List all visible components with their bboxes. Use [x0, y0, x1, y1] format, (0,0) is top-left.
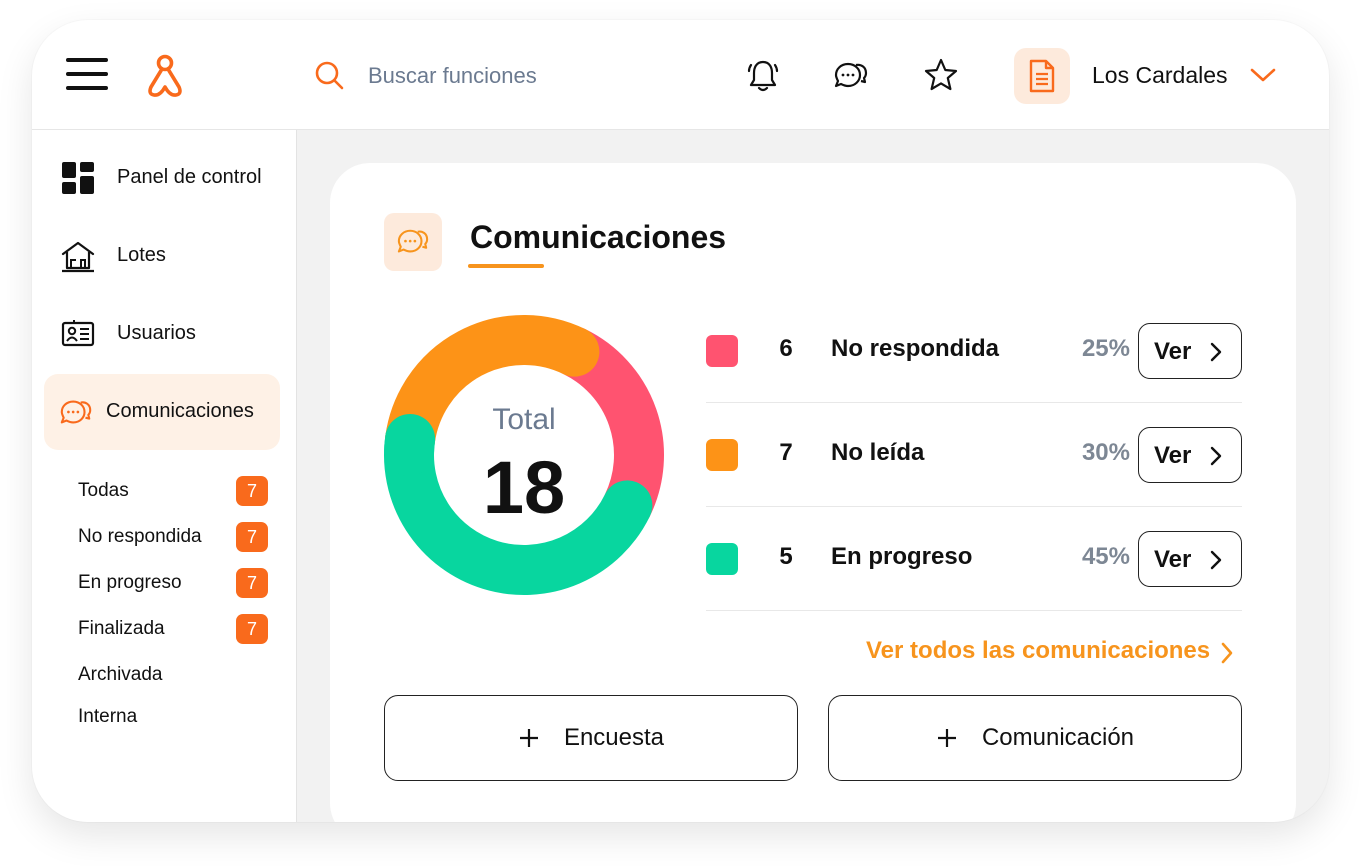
top-bar: Los Cardales — [32, 20, 1329, 130]
view-button-label: Ver — [1154, 338, 1192, 365]
sidebar-item-label: Lotes — [117, 244, 166, 266]
logo-icon — [148, 54, 182, 97]
chevron-right-icon — [1221, 642, 1233, 664]
app-window: Los Cardales Panel de control Lotes — [32, 20, 1329, 822]
add-survey-label: Encuesta — [563, 724, 665, 751]
card-title: Comunicaciones — [470, 219, 727, 255]
donut-segment-cap — [384, 413, 436, 476]
view-button-label: Ver — [1154, 546, 1192, 573]
view-button[interactable]: Ver — [1138, 323, 1242, 379]
view-button-label: Ver — [1154, 442, 1192, 469]
view-button[interactable]: Ver — [1138, 531, 1242, 587]
sidebar-subitem-en-progreso[interactable]: En progreso 7 — [78, 566, 274, 602]
sidebar-item-label: Usuarios — [117, 322, 196, 344]
chat-icon — [60, 400, 92, 424]
legend-percent: 25% — [1081, 335, 1130, 362]
donut-total-value: 18 — [482, 446, 566, 529]
legend-swatch — [706, 543, 738, 575]
document-icon — [1029, 59, 1055, 93]
legend-label: En progreso — [831, 543, 973, 570]
legend-count: 6 — [779, 335, 793, 362]
subitem-label: Todas — [78, 480, 129, 501]
sidebar-subitem-interna[interactable]: Interna — [78, 700, 274, 736]
sidebar-item-label: Comunicaciones — [106, 400, 254, 422]
donut-total-label: Total — [492, 403, 556, 436]
sidebar-subitem-todas[interactable]: Todas 7 — [78, 474, 274, 510]
legend-swatch — [706, 335, 738, 367]
chevron-down-icon[interactable] — [1250, 66, 1276, 84]
legend-row-en-progreso: 5 En progreso 45% Ver — [706, 507, 1242, 611]
donut-segment-en-progreso — [384, 413, 653, 595]
legend-row-no-respondida: 6 No respondida 25% Ver — [706, 299, 1242, 403]
donut-segment-no-leida — [385, 315, 600, 464]
chat-icon[interactable] — [832, 56, 870, 94]
site-document-button[interactable] — [1014, 48, 1070, 104]
title-underline — [468, 264, 544, 268]
subitem-label: No respondida — [78, 526, 202, 547]
plus-icon — [937, 729, 956, 747]
legend-swatch — [706, 439, 738, 471]
plus-icon — [519, 729, 538, 747]
star-icon[interactable] — [922, 56, 960, 94]
row-divider — [706, 402, 1242, 403]
chevron-right-icon — [1210, 446, 1222, 466]
chat-icon — [397, 229, 429, 253]
subitem-label: Interna — [78, 706, 138, 727]
chevron-right-icon — [1210, 342, 1222, 362]
count-badge: 7 — [236, 522, 268, 552]
sidebar-subitem-archivada[interactable]: Archivada — [78, 658, 274, 694]
sidebar-item-panel-de-control[interactable]: Panel de control — [44, 140, 280, 216]
sidebar-subitem-finalizada[interactable]: Finalizada 7 — [78, 612, 274, 648]
site-name[interactable]: Los Cardales — [1092, 62, 1228, 88]
menu-icon[interactable] — [66, 58, 108, 90]
dashboard-icon — [62, 162, 94, 194]
communications-card: Comunicaciones Total 18 6 No respondida … — [330, 163, 1296, 822]
search-input[interactable] — [368, 58, 668, 94]
row-divider — [706, 610, 1242, 611]
sidebar-item-usuarios[interactable]: Usuarios — [44, 296, 280, 372]
subitem-label: Archivada — [78, 664, 163, 685]
subitem-label: En progreso — [78, 572, 182, 593]
card-icon-badge — [384, 213, 442, 271]
sidebar: Panel de control Lotes Usuarios — [32, 130, 297, 822]
legend-row-no-leida: 7 No leída 30% Ver — [706, 403, 1242, 507]
legend-label: No respondida — [831, 335, 1000, 362]
legend-count: 5 — [779, 543, 793, 570]
sidebar-item-comunicaciones[interactable]: Comunicaciones — [44, 374, 280, 450]
add-communication-label: Comunicación — [981, 724, 1135, 751]
legend-percent: 45% — [1081, 543, 1130, 570]
sidebar-item-label: Panel de control — [117, 166, 262, 188]
legend-percent: 30% — [1081, 439, 1130, 466]
sidebar-subitem-no-respondida[interactable]: No respondida 7 — [78, 520, 274, 556]
add-communication-button[interactable]: Comunicación — [828, 695, 1242, 781]
bell-icon[interactable] — [744, 56, 782, 94]
legend-count: 7 — [779, 439, 793, 466]
chevron-right-icon — [1210, 550, 1222, 570]
count-badge: 7 — [236, 614, 268, 644]
count-badge: 7 — [236, 476, 268, 506]
row-divider — [706, 506, 1242, 507]
legend-label: No leída — [831, 439, 925, 466]
donut-chart — [384, 315, 664, 595]
search-icon[interactable] — [314, 60, 344, 90]
house-icon — [61, 241, 95, 273]
sidebar-item-lotes[interactable]: Lotes — [44, 218, 280, 294]
count-badge: 7 — [236, 568, 268, 598]
view-button[interactable]: Ver — [1138, 427, 1242, 483]
add-survey-button[interactable]: Encuesta — [384, 695, 798, 781]
id-card-icon — [61, 320, 95, 347]
see-all-label: Ver todos las comunicaciones — [866, 637, 1211, 664]
subitem-label: Finalizada — [78, 618, 165, 639]
